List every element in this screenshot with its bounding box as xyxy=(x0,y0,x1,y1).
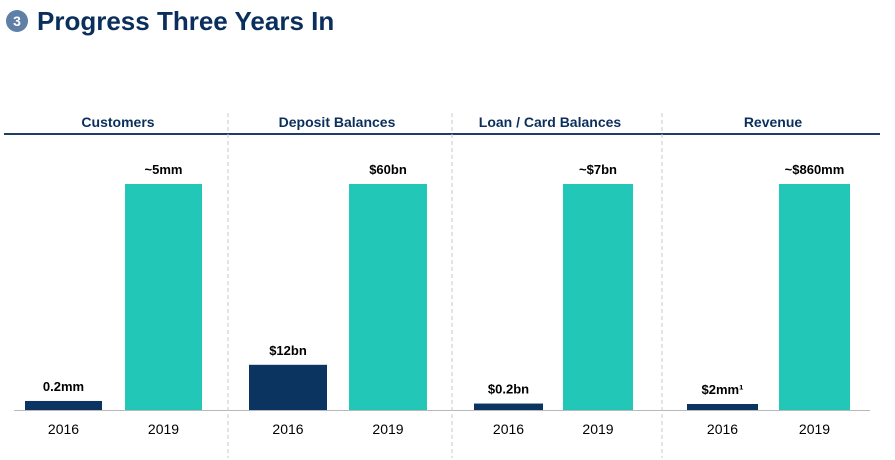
chart-title: Revenue xyxy=(744,114,803,130)
page-header: 3 Progress Three Years In xyxy=(6,5,334,37)
x-tick-label: 2016 xyxy=(48,421,79,437)
chart-panel-2: Deposit Balances $12bn 2016 $60bn 2019 xyxy=(249,113,453,458)
bar-2016 xyxy=(249,364,327,410)
bar-2019 xyxy=(563,184,633,410)
x-tick-label: 2019 xyxy=(372,421,403,437)
data-label: $0.2bn xyxy=(488,382,529,397)
bar-2019 xyxy=(349,184,427,410)
data-label: 0.2mm xyxy=(43,379,84,394)
bar-2019 xyxy=(779,184,850,410)
chart-panel-1: Customers 0.2mm 2016 ~5mm 2019 xyxy=(25,113,229,458)
page-title: Progress Three Years In xyxy=(37,5,335,36)
data-label: ~5mm xyxy=(145,162,183,177)
chart-panel-3: Loan / Card Balances $0.2bn 2016 ~$7bn 2019 xyxy=(474,113,663,458)
bar-2019 xyxy=(125,184,202,410)
x-tick-label: 2016 xyxy=(493,421,524,437)
x-tick-label: 2019 xyxy=(799,421,830,437)
x-tick-label: 2016 xyxy=(707,421,738,437)
step-number-badge: 3 xyxy=(6,10,28,32)
data-label: $60bn xyxy=(369,162,407,177)
data-label: $12bn xyxy=(269,343,307,358)
chart-panel-4: Revenue $2mm¹ 2016 ~$860mm 2019 xyxy=(687,114,850,437)
chart-title: Deposit Balances xyxy=(279,114,396,130)
bar-2016 xyxy=(25,400,102,410)
chart-title: Loan / Card Balances xyxy=(479,114,622,130)
x-tick-label: 2019 xyxy=(148,421,179,437)
chart-title: Customers xyxy=(81,114,154,130)
data-label: ~$7bn xyxy=(579,162,617,177)
bar-2016 xyxy=(474,403,543,410)
x-tick-label: 2019 xyxy=(582,421,613,437)
x-tick-label: 2016 xyxy=(272,421,303,437)
data-label: ~$860mm xyxy=(785,162,845,177)
data-label: $2mm¹ xyxy=(702,382,744,397)
bar-2016 xyxy=(687,404,758,410)
